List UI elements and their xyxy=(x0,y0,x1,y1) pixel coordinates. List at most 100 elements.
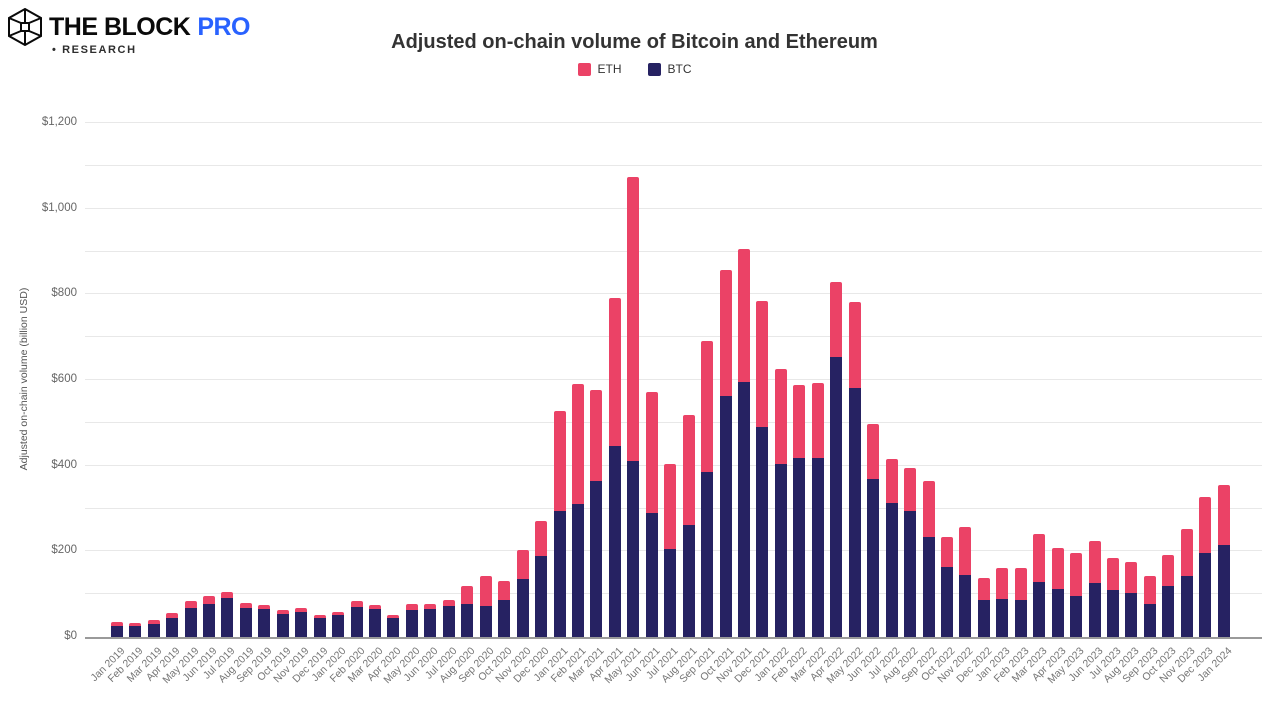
eth-segment[interactable] xyxy=(645,392,658,513)
bar-sep-2019[interactable] xyxy=(258,604,271,637)
btc-segment[interactable] xyxy=(682,524,695,637)
btc-segment[interactable] xyxy=(959,574,972,637)
btc-segment[interactable] xyxy=(590,480,603,637)
btc-segment[interactable] xyxy=(332,615,345,637)
bar-aug-2021[interactable] xyxy=(682,414,695,637)
bar-oct-2022[interactable] xyxy=(940,536,953,637)
eth-segment[interactable] xyxy=(627,177,640,462)
bar-sep-2020[interactable] xyxy=(479,575,492,637)
bar-may-2021[interactable] xyxy=(627,177,640,637)
btc-segment[interactable] xyxy=(977,600,990,637)
btc-segment[interactable] xyxy=(498,600,511,637)
bar-aug-2023[interactable] xyxy=(1125,562,1138,637)
eth-segment[interactable] xyxy=(1033,533,1046,582)
eth-segment[interactable] xyxy=(258,604,271,610)
btc-segment[interactable] xyxy=(830,356,843,637)
bar-jan-2023[interactable] xyxy=(996,567,1009,637)
btc-segment[interactable] xyxy=(295,612,308,637)
eth-segment[interactable] xyxy=(1088,540,1101,584)
btc-segment[interactable] xyxy=(645,512,658,637)
bar-apr-2022[interactable] xyxy=(830,281,843,637)
btc-segment[interactable] xyxy=(940,566,953,637)
eth-segment[interactable] xyxy=(940,536,953,567)
bar-jan-2024[interactable] xyxy=(1217,484,1230,637)
bar-dec-2023[interactable] xyxy=(1199,497,1212,637)
eth-segment[interactable] xyxy=(276,610,289,615)
eth-segment[interactable] xyxy=(221,591,234,599)
bar-jan-2020[interactable] xyxy=(332,611,345,637)
eth-segment[interactable] xyxy=(166,613,179,618)
btc-segment[interactable] xyxy=(535,555,548,637)
eth-segment[interactable] xyxy=(1107,557,1119,590)
bar-mar-2021[interactable] xyxy=(590,390,603,637)
btc-segment[interactable] xyxy=(350,606,363,637)
eth-segment[interactable] xyxy=(424,604,437,609)
bar-jul-2021[interactable] xyxy=(664,463,677,637)
bar-sep-2023[interactable] xyxy=(1143,576,1156,637)
bar-oct-2021[interactable] xyxy=(719,270,732,637)
eth-segment[interactable] xyxy=(332,611,345,616)
btc-segment[interactable] xyxy=(461,603,474,637)
bar-feb-2023[interactable] xyxy=(1014,567,1027,637)
eth-segment[interactable] xyxy=(682,414,695,525)
btc-segment[interactable] xyxy=(387,618,400,637)
btc-segment[interactable] xyxy=(313,618,326,637)
bar-may-2022[interactable] xyxy=(848,302,861,637)
bar-dec-2021[interactable] xyxy=(756,300,769,637)
eth-segment[interactable] xyxy=(608,298,621,447)
btc-segment[interactable] xyxy=(719,395,732,637)
bar-jun-2019[interactable] xyxy=(202,596,215,637)
btc-segment[interactable] xyxy=(110,625,123,637)
bar-oct-2019[interactable] xyxy=(276,610,289,637)
bar-dec-2019[interactable] xyxy=(313,614,326,637)
eth-segment[interactable] xyxy=(350,601,363,607)
eth-segment[interactable] xyxy=(1125,562,1138,594)
btc-segment[interactable] xyxy=(1033,581,1046,637)
eth-segment[interactable] xyxy=(904,467,917,511)
btc-segment[interactable] xyxy=(1162,586,1175,637)
bar-feb-2021[interactable] xyxy=(571,384,584,637)
bar-oct-2023[interactable] xyxy=(1162,554,1175,637)
bar-feb-2019[interactable] xyxy=(129,623,142,637)
btc-segment[interactable] xyxy=(1070,595,1083,637)
eth-segment[interactable] xyxy=(848,302,861,389)
legend-item-btc[interactable]: BTC xyxy=(647,62,692,76)
btc-segment[interactable] xyxy=(202,604,215,637)
eth-segment[interactable] xyxy=(1143,576,1156,605)
btc-segment[interactable] xyxy=(738,382,750,637)
eth-segment[interactable] xyxy=(1014,567,1027,601)
eth-segment[interactable] xyxy=(830,281,843,357)
eth-segment[interactable] xyxy=(959,526,972,575)
eth-segment[interactable] xyxy=(387,615,400,619)
eth-segment[interactable] xyxy=(1217,484,1230,545)
btc-segment[interactable] xyxy=(1125,593,1138,637)
eth-segment[interactable] xyxy=(553,411,566,512)
btc-segment[interactable] xyxy=(1088,583,1101,637)
bar-jun-2020[interactable] xyxy=(424,604,437,637)
bar-apr-2021[interactable] xyxy=(608,298,621,637)
eth-segment[interactable] xyxy=(922,481,935,537)
bar-jan-2019[interactable] xyxy=(110,622,123,637)
btc-segment[interactable] xyxy=(479,606,492,637)
eth-segment[interactable] xyxy=(129,623,142,627)
the-block-pro-logo[interactable]: THE BLOCK PRO • RESEARCH xyxy=(8,8,308,60)
eth-segment[interactable] xyxy=(738,249,750,383)
eth-segment[interactable] xyxy=(977,578,990,601)
eth-segment[interactable] xyxy=(793,384,806,458)
bar-feb-2020[interactable] xyxy=(350,601,363,637)
bar-may-2020[interactable] xyxy=(405,604,418,637)
btc-segment[interactable] xyxy=(442,606,455,637)
eth-segment[interactable] xyxy=(719,270,732,396)
eth-segment[interactable] xyxy=(756,300,769,427)
eth-segment[interactable] xyxy=(1199,497,1212,553)
eth-segment[interactable] xyxy=(1051,548,1064,590)
eth-segment[interactable] xyxy=(701,340,714,472)
bar-jul-2019[interactable] xyxy=(221,591,234,637)
bar-jun-2021[interactable] xyxy=(645,392,658,637)
eth-segment[interactable] xyxy=(516,549,529,579)
eth-segment[interactable] xyxy=(369,604,381,610)
btc-segment[interactable] xyxy=(608,446,621,637)
eth-segment[interactable] xyxy=(202,596,215,605)
eth-segment[interactable] xyxy=(184,601,197,609)
btc-segment[interactable] xyxy=(627,461,640,637)
